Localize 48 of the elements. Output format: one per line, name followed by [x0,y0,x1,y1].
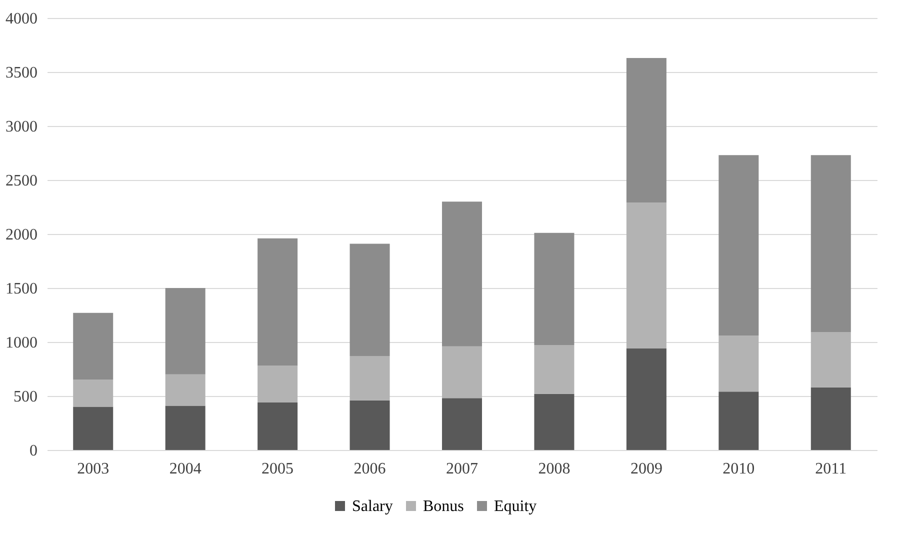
bar [626,58,666,203]
bar [350,244,390,356]
x-tick-label: 2004 [169,460,202,478]
bar [626,348,666,450]
x-tick-label: 2005 [262,460,294,478]
y-tick-label: 500 [14,388,38,406]
bar [534,345,574,394]
x-tick-label: 2009 [630,460,662,478]
bar [718,336,759,392]
bar [442,346,482,398]
bar [258,238,298,366]
y-tick-label: 2000 [6,226,38,244]
bar [165,288,206,374]
legend-label: Equity [494,498,537,515]
bar [626,202,666,348]
bar [810,155,851,332]
y-tick-label: 1500 [6,280,38,298]
bar [165,374,206,406]
legend-label: Bonus [423,498,464,515]
bar [810,387,851,450]
x-tick-label: 2003 [77,460,110,478]
y-tick-label: 1000 [6,334,38,352]
bar [810,332,851,388]
bar [442,398,482,450]
x-tick-label: 2011 [815,460,847,478]
y-tick-label: 4000 [6,10,38,28]
y-tick-label: 3000 [6,118,38,136]
bar [350,356,390,400]
y-tick-label: 2500 [6,172,38,190]
bar [718,392,759,450]
y-tick-label: 0 [30,442,38,460]
x-tick-label: 2007 [446,460,478,478]
bar [73,406,114,450]
bar [442,202,482,346]
bar [73,312,114,380]
x-tick-label: 2010 [722,460,755,478]
bar [718,155,759,336]
bar [350,400,390,450]
bar [258,402,298,450]
bar [73,380,114,407]
bar [534,232,574,346]
y-tick-label: 3500 [6,64,38,82]
x-tick-label: 2006 [354,460,386,478]
bar [165,406,206,450]
x-tick-label: 2008 [538,460,570,478]
bar [258,366,298,402]
legend-label: Salary [352,498,393,515]
bar [534,394,574,450]
